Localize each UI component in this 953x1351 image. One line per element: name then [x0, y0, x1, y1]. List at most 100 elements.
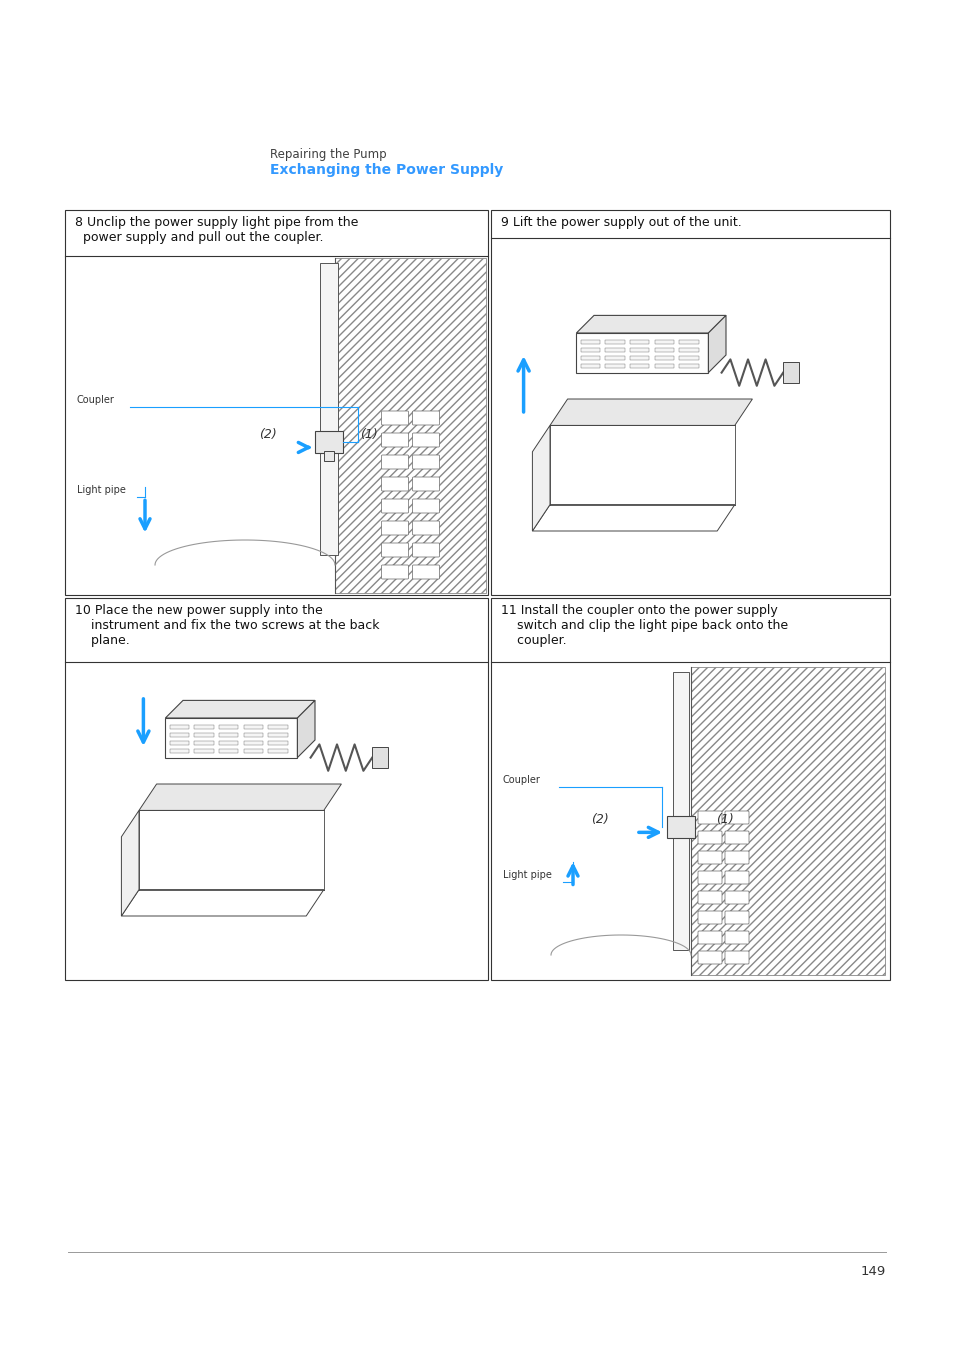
Bar	[170, 725, 189, 730]
Polygon shape	[121, 811, 139, 916]
Text: 11 Install the coupler onto the power supply
    switch and clip the light pipe : 11 Install the coupler onto the power su…	[500, 604, 787, 647]
FancyBboxPatch shape	[412, 411, 439, 426]
FancyBboxPatch shape	[724, 911, 748, 924]
Bar	[319, 263, 337, 555]
FancyBboxPatch shape	[724, 851, 748, 865]
Text: 149: 149	[860, 1265, 885, 1278]
Bar	[335, 258, 485, 593]
Bar	[314, 431, 343, 454]
Bar	[605, 355, 624, 361]
FancyBboxPatch shape	[698, 871, 721, 884]
FancyBboxPatch shape	[381, 477, 408, 490]
Bar	[580, 363, 599, 369]
Bar	[580, 349, 599, 353]
FancyBboxPatch shape	[698, 831, 721, 844]
Text: Repairing the Pump: Repairing the Pump	[270, 149, 386, 161]
Bar	[268, 740, 288, 746]
FancyBboxPatch shape	[698, 851, 721, 865]
FancyBboxPatch shape	[724, 811, 748, 824]
Bar	[268, 725, 288, 730]
Bar	[219, 740, 238, 746]
Bar	[243, 725, 263, 730]
Bar	[219, 734, 238, 738]
Bar	[491, 598, 889, 979]
FancyBboxPatch shape	[381, 411, 408, 426]
Polygon shape	[139, 784, 341, 811]
FancyBboxPatch shape	[698, 892, 721, 904]
Bar	[679, 355, 698, 361]
FancyBboxPatch shape	[698, 931, 721, 944]
Bar	[782, 362, 799, 384]
FancyBboxPatch shape	[698, 811, 721, 824]
FancyBboxPatch shape	[698, 951, 721, 965]
Bar	[243, 740, 263, 746]
FancyBboxPatch shape	[412, 434, 439, 447]
FancyBboxPatch shape	[412, 543, 439, 557]
FancyBboxPatch shape	[381, 565, 408, 580]
Bar	[65, 209, 488, 594]
Bar	[666, 816, 695, 839]
Bar	[605, 349, 624, 353]
Bar	[605, 363, 624, 369]
FancyBboxPatch shape	[381, 499, 408, 513]
FancyBboxPatch shape	[412, 477, 439, 490]
Polygon shape	[165, 717, 297, 758]
Text: 8 Unclip the power supply light pipe from the
  power supply and pull out the co: 8 Unclip the power supply light pipe fro…	[75, 216, 358, 245]
Bar	[219, 748, 238, 754]
Bar	[654, 349, 674, 353]
FancyBboxPatch shape	[412, 565, 439, 580]
Bar	[65, 598, 488, 979]
Bar	[679, 363, 698, 369]
Text: (2): (2)	[590, 813, 608, 825]
Bar	[335, 258, 485, 593]
Bar	[243, 748, 263, 754]
FancyBboxPatch shape	[724, 951, 748, 965]
Bar	[194, 748, 213, 754]
Bar	[629, 363, 649, 369]
FancyBboxPatch shape	[412, 455, 439, 469]
FancyBboxPatch shape	[724, 871, 748, 884]
Bar	[654, 363, 674, 369]
Text: (1): (1)	[359, 428, 377, 440]
Bar	[170, 740, 189, 746]
Bar	[580, 355, 599, 361]
Polygon shape	[708, 315, 725, 373]
Polygon shape	[576, 332, 708, 373]
Text: (1): (1)	[716, 813, 733, 825]
FancyBboxPatch shape	[381, 434, 408, 447]
Bar	[690, 667, 884, 975]
FancyBboxPatch shape	[412, 521, 439, 535]
Text: Light pipe: Light pipe	[77, 485, 126, 496]
Bar	[324, 451, 334, 462]
Bar	[679, 340, 698, 345]
Bar	[243, 734, 263, 738]
Polygon shape	[532, 505, 734, 531]
Bar	[629, 355, 649, 361]
FancyBboxPatch shape	[381, 521, 408, 535]
Bar	[605, 340, 624, 345]
Bar	[219, 725, 238, 730]
FancyBboxPatch shape	[698, 911, 721, 924]
Text: Coupler: Coupler	[502, 775, 540, 785]
Bar	[194, 734, 213, 738]
Polygon shape	[165, 700, 314, 717]
FancyBboxPatch shape	[724, 892, 748, 904]
FancyBboxPatch shape	[724, 831, 748, 844]
Text: (2): (2)	[258, 428, 276, 440]
Bar	[268, 734, 288, 738]
Bar	[679, 349, 698, 353]
Bar	[170, 748, 189, 754]
Bar	[654, 340, 674, 345]
Bar	[672, 671, 688, 950]
Polygon shape	[297, 700, 314, 758]
Bar	[629, 340, 649, 345]
Bar	[194, 740, 213, 746]
Polygon shape	[121, 889, 323, 916]
Text: 9 Lift the power supply out of the unit.: 9 Lift the power supply out of the unit.	[500, 216, 741, 230]
Text: Light pipe: Light pipe	[502, 870, 551, 881]
Polygon shape	[550, 399, 752, 426]
Bar	[268, 748, 288, 754]
Bar	[580, 340, 599, 345]
Bar	[654, 355, 674, 361]
Text: 10 Place the new power supply into the
    instrument and fix the two screws at : 10 Place the new power supply into the i…	[75, 604, 379, 647]
